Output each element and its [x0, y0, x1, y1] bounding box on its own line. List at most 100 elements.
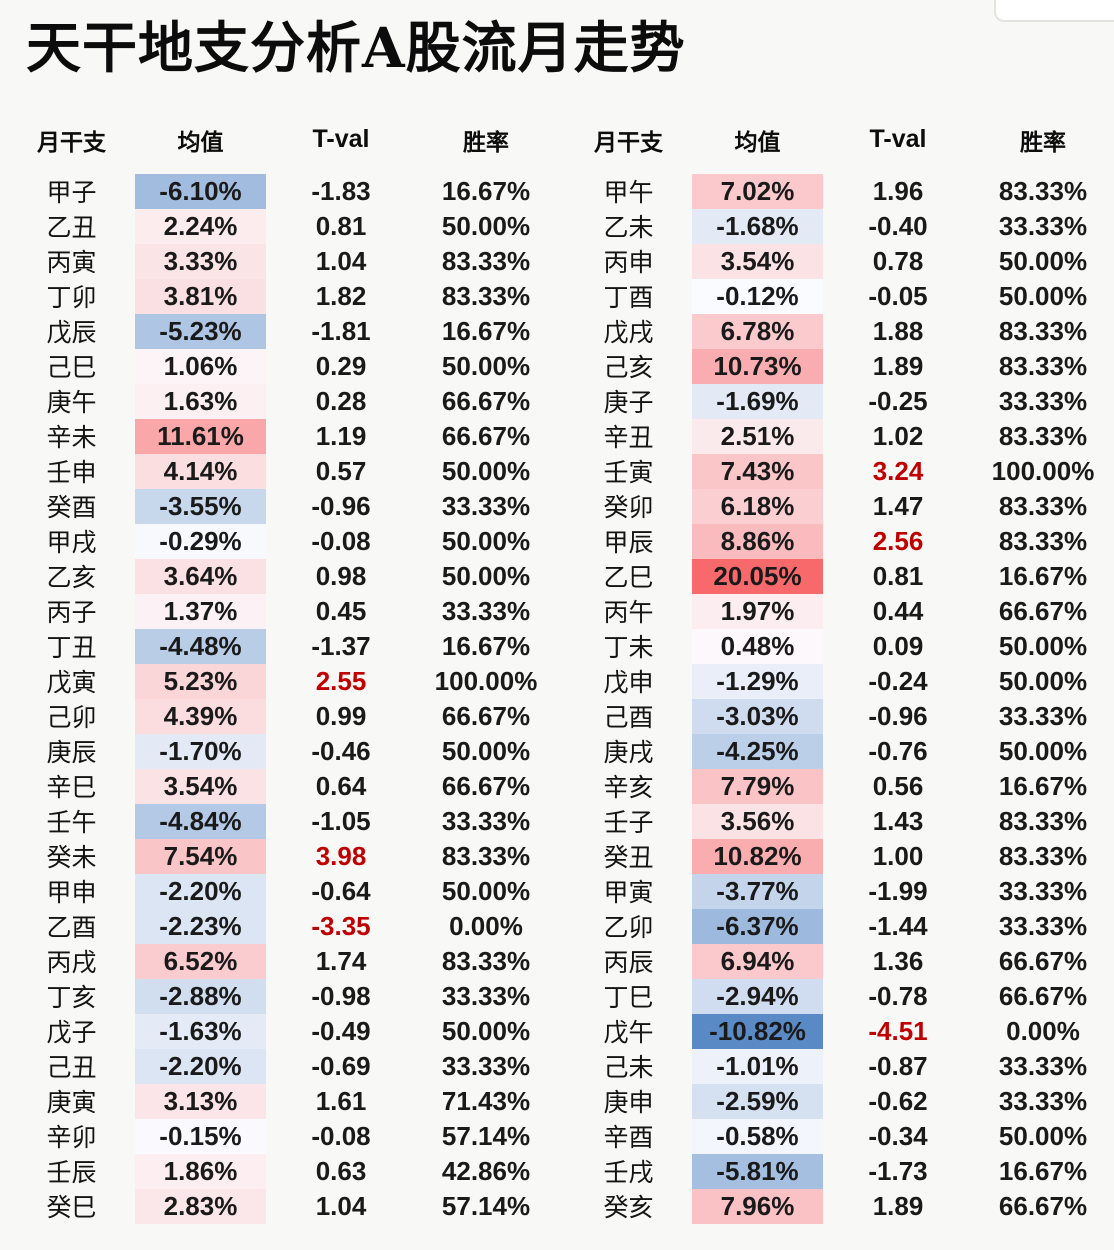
ganzhi-cell: 辛酉 [603, 1123, 654, 1152]
tval-cell: 1.88 [872, 315, 924, 346]
tables-wrapper: 月干支 均值 T-val 胜率 甲子 -6.10% -1.83 16.67% 乙丑 2.24% 0.… [0, 106, 1114, 1224]
winrate-cell: 50.00% [441, 455, 531, 486]
mean-cell: 5.23% [135, 663, 266, 699]
tval-cell: 0.44 [872, 595, 924, 626]
winrate-cell: 83.33% [998, 525, 1088, 556]
table-right: 月干支 均值 T-val 胜率 甲午 7.02% 1.96 83.33% 乙未 -1.68% -0.… [557, 106, 1114, 1224]
tval-cell: -0.25 [868, 385, 928, 416]
winrate-cell: 16.67% [441, 315, 531, 346]
mean-cell: -1.29% [692, 663, 823, 699]
winrate-cell: 66.67% [441, 420, 531, 451]
mean-cell: 20.05% [692, 558, 823, 594]
ganzhi-cell: 乙酉 [46, 913, 97, 942]
ganzhi-cell: 庚子 [603, 388, 654, 417]
column-header-mean: 均值 [177, 128, 224, 156]
mean-cell: 4.39% [135, 698, 266, 734]
winrate-cell: 50.00% [998, 630, 1088, 661]
mean-cell: 7.79% [692, 768, 823, 804]
tval-cell: 1.61 [315, 1085, 367, 1116]
column-header-tval: T-val [869, 125, 927, 153]
ganzhi-cell: 癸巳 [46, 1193, 97, 1222]
mean-cell: 1.63% [135, 383, 266, 419]
tval-cell: -1.44 [868, 910, 928, 941]
ganzhi-cell: 己丑 [46, 1053, 97, 1082]
ganzhi-cell: 庚寅 [46, 1088, 97, 1117]
ganzhi-cell: 庚申 [603, 1088, 654, 1117]
winrate-cell: 66.67% [441, 770, 531, 801]
ganzhi-cell: 辛巳 [46, 773, 97, 802]
tval-cell: -0.08 [311, 525, 371, 556]
ganzhi-cell: 庚戌 [603, 738, 654, 767]
mean-cell: 1.97% [692, 593, 823, 629]
ganzhi-cell: 乙卯 [603, 913, 654, 942]
winrate-cell: 33.33% [998, 1050, 1088, 1081]
tval-cell: 0.57 [315, 455, 367, 486]
ganzhi-cell: 己卯 [46, 703, 97, 732]
mean-cell: 4.14% [135, 453, 266, 489]
tval-cell: 1.47 [872, 490, 924, 521]
winrate-cell: 83.33% [441, 280, 531, 311]
mean-cell: 2.51% [692, 418, 823, 454]
winrate-cell: 33.33% [998, 910, 1088, 941]
tval-cell: 0.99 [315, 700, 367, 731]
mean-cell: 6.94% [692, 943, 823, 979]
winrate-cell: 50.00% [998, 735, 1088, 766]
ganzhi-cell: 癸酉 [46, 493, 97, 522]
ganzhi-cell: 己亥 [603, 353, 654, 382]
mean-cell: 1.86% [135, 1153, 266, 1189]
mean-cell: 3.56% [692, 803, 823, 839]
winrate-cell: 33.33% [441, 490, 531, 521]
winrate-cell: 33.33% [998, 1085, 1088, 1116]
winrate-cell: 33.33% [441, 1050, 531, 1081]
tval-cell: 0.28 [315, 385, 367, 416]
tval-cell: -0.34 [868, 1120, 928, 1151]
winrate-cell: 83.33% [998, 175, 1088, 206]
winrate-cell: 100.00% [434, 665, 538, 696]
ganzhi-cell: 辛未 [46, 423, 97, 452]
mean-cell: 10.73% [692, 348, 823, 384]
ganzhi-cell: 癸卯 [603, 493, 654, 522]
ganzhi-cell: 壬戌 [603, 1158, 654, 1187]
winrate-cell: 50.00% [441, 875, 531, 906]
mean-cell: 2.24% [135, 208, 266, 244]
winrate-cell: 66.67% [441, 700, 531, 731]
ganzhi-cell: 丙午 [603, 598, 654, 627]
tval-cell: -0.08 [311, 1120, 371, 1151]
mean-cell: 2.83% [135, 1188, 266, 1224]
tval-cell: 1.19 [315, 420, 367, 451]
ganzhi-cell: 戊午 [603, 1018, 654, 1047]
winrate-cell: 66.67% [998, 595, 1088, 626]
winrate-cell: 83.33% [998, 805, 1088, 836]
winrate-cell: 83.33% [998, 490, 1088, 521]
mean-cell: 11.61% [135, 418, 266, 454]
mean-cell: -6.10% [135, 173, 266, 209]
winrate-cell: 50.00% [998, 245, 1088, 276]
mean-cell: 1.06% [135, 348, 266, 384]
ganzhi-cell: 壬子 [603, 808, 654, 837]
column-header-mean: 均值 [734, 128, 781, 156]
tval-cell: -1.83 [311, 175, 371, 206]
column-header-winrate: 胜率 [463, 128, 509, 156]
mean-cell: 3.54% [692, 243, 823, 279]
mean-cell: -1.63% [135, 1013, 266, 1049]
mean-cell: -0.12% [692, 278, 823, 314]
mean-cell: -10.82% [692, 1013, 823, 1049]
tval-cell: 2.55 [315, 665, 367, 696]
tval-cell: 1.89 [872, 1190, 924, 1221]
ganzhi-cell: 丙申 [603, 248, 654, 277]
column-header-ganzhi: 月干支 [37, 128, 106, 156]
mean-cell: -3.03% [692, 698, 823, 734]
ganzhi-cell: 丁丑 [46, 633, 97, 662]
mean-cell: -2.59% [692, 1083, 823, 1119]
mean-cell: 6.52% [135, 943, 266, 979]
mean-cell: 0.48% [692, 628, 823, 664]
mean-cell: -4.25% [692, 733, 823, 769]
tval-cell: -0.76 [868, 735, 928, 766]
tval-cell: -0.24 [868, 665, 928, 696]
mean-cell: -2.23% [135, 908, 266, 944]
winrate-cell: 50.00% [441, 210, 531, 241]
winrate-cell: 33.33% [441, 980, 531, 1011]
ganzhi-cell: 己未 [603, 1053, 654, 1082]
winrate-cell: 50.00% [441, 560, 531, 591]
winrate-cell: 50.00% [441, 735, 531, 766]
